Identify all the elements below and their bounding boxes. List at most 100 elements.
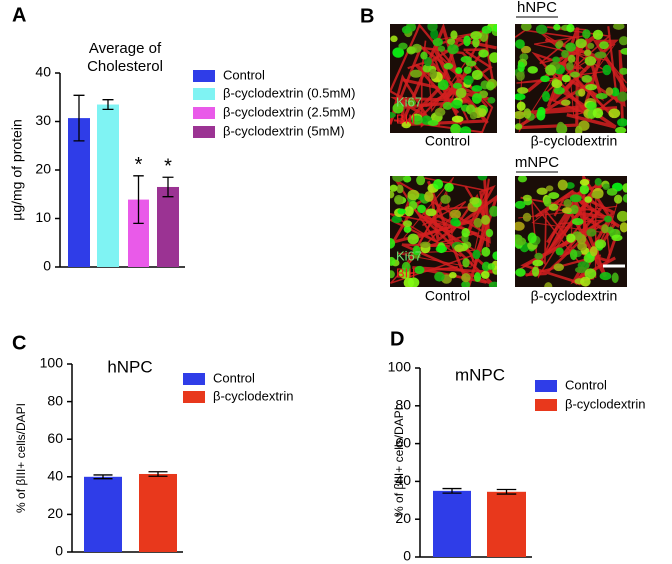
- nucleus: [397, 208, 406, 215]
- nucleus: [586, 228, 597, 237]
- nucleus: [557, 179, 568, 191]
- nucleus: [440, 194, 451, 204]
- nucleus: [602, 183, 610, 190]
- caption: β-cyclodextrin: [531, 133, 618, 149]
- nucleus: [589, 246, 598, 257]
- nucleus: [412, 245, 421, 256]
- panel-label: A: [12, 4, 26, 26]
- bar: [128, 199, 149, 267]
- nucleus: [553, 24, 561, 31]
- nucleus: [613, 194, 623, 204]
- nucleus: [406, 46, 416, 55]
- nucleus: [578, 88, 586, 97]
- nucleus: [601, 224, 609, 234]
- nucleus: [463, 66, 472, 74]
- nucleus: [487, 263, 495, 270]
- nucleus: [551, 79, 563, 89]
- nucleus: [444, 182, 454, 192]
- y-tick-label: 0: [403, 548, 411, 564]
- caption: β-cyclodextrin: [531, 288, 618, 304]
- nucleus: [515, 110, 525, 120]
- nucleus: [452, 82, 463, 89]
- nucleus: [470, 31, 482, 40]
- nucleus: [478, 49, 489, 58]
- nucleus: [423, 56, 432, 67]
- stain-label: Ki67: [396, 248, 422, 263]
- nucleus: [390, 184, 398, 192]
- nucleus: [481, 270, 490, 279]
- nucleus: [619, 67, 627, 75]
- row-title: hNPC: [517, 0, 557, 16]
- micrograph: [390, 176, 497, 287]
- nucleus: [612, 24, 625, 30]
- nucleus: [469, 111, 478, 120]
- nucleus: [536, 187, 548, 195]
- nucleus: [459, 126, 472, 133]
- neurite: [534, 34, 627, 85]
- nucleus: [517, 87, 529, 94]
- bar: [84, 476, 122, 552]
- nucleus: [581, 75, 593, 83]
- panel-label: B: [360, 5, 374, 27]
- nucleus: [437, 45, 446, 52]
- nucleus: [592, 29, 604, 40]
- nucleus: [486, 81, 495, 91]
- nucleus: [443, 62, 454, 70]
- error-bar: [162, 176, 174, 198]
- nucleus: [427, 24, 438, 32]
- nucleus: [586, 101, 597, 111]
- nucleus: [603, 215, 613, 223]
- nucleus: [422, 64, 432, 73]
- nucleus: [427, 119, 439, 127]
- nucleus: [477, 176, 488, 181]
- nucleus: [566, 24, 575, 33]
- y-tick-label: 20: [47, 505, 63, 521]
- row-title: mNPC: [515, 154, 559, 171]
- nucleus: [390, 256, 396, 266]
- error-bar: [442, 487, 462, 494]
- nucleus: [583, 49, 592, 57]
- nucleus: [517, 176, 528, 183]
- nucleus: [450, 217, 460, 227]
- nucleus: [463, 75, 474, 85]
- nucleus: [462, 258, 470, 268]
- nucleus: [545, 64, 557, 76]
- nucleus: [472, 37, 480, 48]
- nucleus: [602, 64, 612, 76]
- neurite: [541, 208, 568, 266]
- nucleus: [616, 210, 627, 222]
- stain-label: BIII: [396, 111, 416, 126]
- nucleus: [565, 182, 575, 189]
- nucleus: [432, 37, 443, 47]
- legend-label: β-cyclodextrin (5mM): [223, 123, 345, 138]
- annotation: *: [135, 154, 143, 176]
- nucleus: [394, 194, 404, 205]
- nucleus: [516, 101, 526, 111]
- nucleus: [577, 242, 587, 251]
- nucleus: [515, 268, 526, 277]
- nucleus: [454, 244, 465, 253]
- nucleus: [584, 268, 597, 280]
- nucleus: [455, 67, 463, 75]
- nucleus: [619, 222, 627, 233]
- nucleus: [611, 234, 623, 242]
- chart-title: mNPC: [455, 365, 505, 384]
- nucleus: [617, 91, 627, 102]
- bar: [433, 490, 471, 557]
- nucleus: [461, 280, 471, 287]
- nucleus: [544, 282, 553, 287]
- nucleus: [479, 90, 489, 99]
- nucleus: [556, 121, 565, 132]
- nucleus: [488, 281, 497, 287]
- nucleus: [595, 93, 608, 100]
- y-axis-label: % of βIII+ cells/DAPI: [14, 403, 28, 513]
- caption: Control: [425, 133, 470, 149]
- nucleus: [515, 200, 526, 209]
- nucleus: [561, 74, 571, 83]
- y-tick-label: 60: [47, 430, 63, 446]
- nucleus: [618, 36, 627, 46]
- nucleus: [560, 99, 571, 106]
- nucleus: [552, 56, 561, 63]
- nucleus: [542, 90, 550, 102]
